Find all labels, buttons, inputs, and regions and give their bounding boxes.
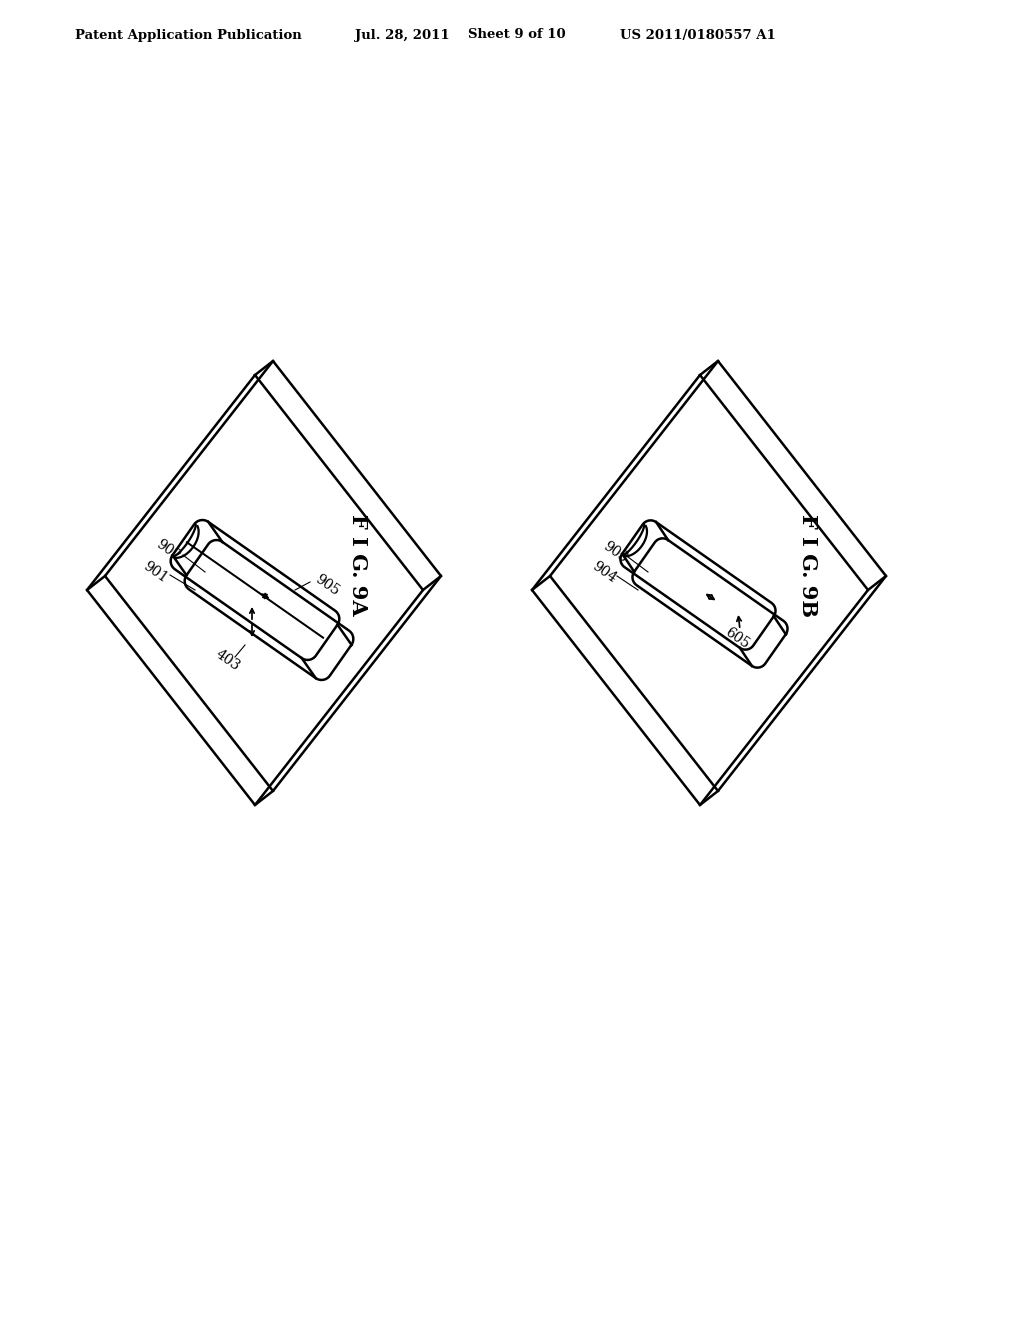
Text: 905: 905 bbox=[312, 572, 342, 598]
Text: 902: 902 bbox=[154, 537, 182, 564]
Text: 605: 605 bbox=[722, 624, 752, 651]
Text: 403: 403 bbox=[213, 647, 243, 673]
Text: F I G. 9B: F I G. 9B bbox=[798, 513, 818, 616]
Text: 901: 901 bbox=[140, 558, 170, 585]
Text: US 2011/0180557 A1: US 2011/0180557 A1 bbox=[620, 29, 776, 41]
Text: Jul. 28, 2011: Jul. 28, 2011 bbox=[355, 29, 450, 41]
Text: 903: 903 bbox=[600, 539, 630, 565]
Text: F I G. 9A: F I G. 9A bbox=[348, 515, 368, 616]
Text: Sheet 9 of 10: Sheet 9 of 10 bbox=[468, 29, 565, 41]
Text: 904: 904 bbox=[589, 558, 618, 585]
Text: Patent Application Publication: Patent Application Publication bbox=[75, 29, 302, 41]
